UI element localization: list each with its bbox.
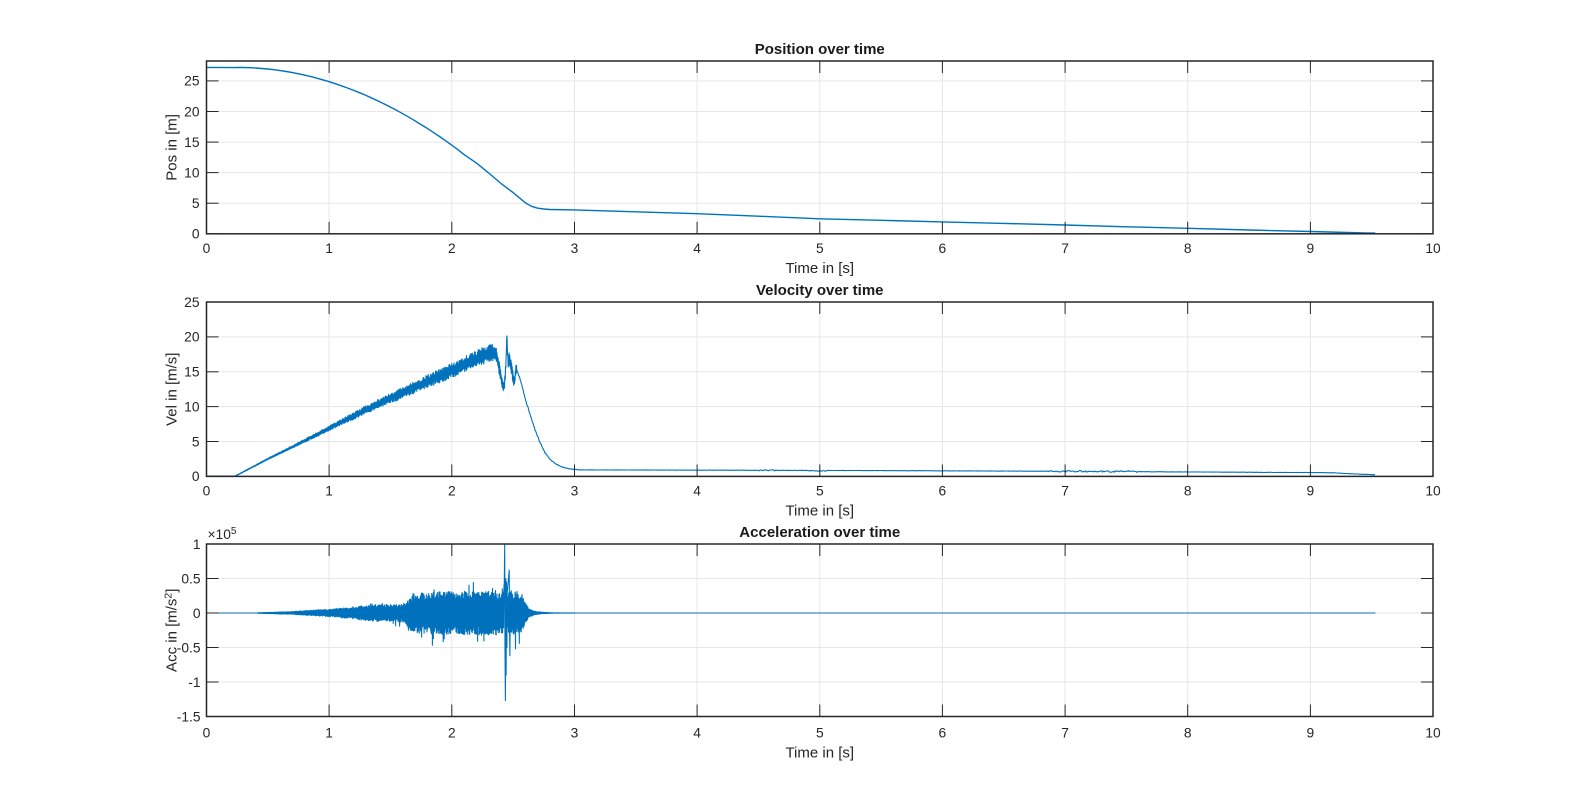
- svg-text:8: 8: [1184, 725, 1192, 740]
- svg-text:0: 0: [203, 241, 211, 256]
- svg-text:3: 3: [571, 484, 579, 499]
- svg-text:15: 15: [184, 365, 200, 380]
- svg-text:0: 0: [203, 725, 211, 740]
- svg-text:Position over time: Position over time: [755, 41, 885, 58]
- svg-text:-1: -1: [188, 675, 200, 690]
- svg-text:0: 0: [192, 227, 200, 242]
- svg-text:0: 0: [192, 469, 200, 484]
- svg-text:Time in [s]: Time in [s]: [785, 744, 854, 761]
- svg-text:10: 10: [1425, 241, 1441, 256]
- svg-text:1: 1: [193, 537, 201, 552]
- svg-text:8: 8: [1184, 241, 1192, 256]
- svg-text:6: 6: [939, 484, 947, 499]
- svg-text:7: 7: [1061, 484, 1069, 499]
- svg-text:0: 0: [193, 606, 201, 621]
- svg-text:2: 2: [448, 484, 456, 499]
- svg-text:10: 10: [184, 165, 200, 180]
- svg-text:6: 6: [939, 725, 947, 740]
- svg-text:×105: ×105: [208, 526, 237, 542]
- svg-text:2: 2: [448, 725, 456, 740]
- svg-text:20: 20: [184, 330, 200, 345]
- svg-text:Acceleration over time: Acceleration over time: [739, 524, 900, 541]
- svg-text:9: 9: [1307, 725, 1315, 740]
- svg-text:20: 20: [184, 104, 200, 119]
- svg-text:2: 2: [448, 241, 456, 256]
- svg-text:5: 5: [192, 196, 200, 211]
- svg-text:1: 1: [325, 241, 333, 256]
- svg-text:4: 4: [693, 484, 701, 499]
- svg-text:-1.5: -1.5: [177, 709, 201, 724]
- svg-text:7: 7: [1061, 725, 1069, 740]
- svg-text:10: 10: [1425, 484, 1441, 499]
- svg-text:-0.5: -0.5: [177, 640, 201, 655]
- svg-text:1: 1: [325, 484, 333, 499]
- svg-text:1: 1: [325, 725, 333, 740]
- svg-text:4: 4: [693, 241, 701, 256]
- svg-text:5: 5: [816, 484, 824, 499]
- svg-text:3: 3: [571, 241, 579, 256]
- svg-text:5: 5: [192, 434, 200, 449]
- svg-text:7: 7: [1061, 241, 1069, 256]
- svg-text:Acc in [m/s2]: Acc in [m/s2]: [162, 589, 180, 672]
- svg-text:10: 10: [184, 399, 200, 414]
- svg-text:Time in [s]: Time in [s]: [785, 260, 854, 277]
- svg-text:Pos in [m]: Pos in [m]: [163, 114, 180, 181]
- svg-text:5: 5: [816, 241, 824, 256]
- svg-text:25: 25: [184, 74, 200, 89]
- svg-text:25: 25: [184, 295, 200, 310]
- svg-text:0: 0: [203, 484, 211, 499]
- svg-text:4: 4: [693, 725, 701, 740]
- svg-text:9: 9: [1307, 484, 1315, 499]
- svg-text:8: 8: [1184, 484, 1192, 499]
- svg-text:10: 10: [1425, 725, 1441, 740]
- svg-text:Vel in [m/s]: Vel in [m/s]: [163, 353, 180, 426]
- svg-text:15: 15: [184, 135, 200, 150]
- svg-text:Velocity over time: Velocity over time: [756, 282, 884, 299]
- svg-text:6: 6: [939, 241, 947, 256]
- svg-text:Time in [s]: Time in [s]: [785, 503, 854, 520]
- svg-text:9: 9: [1307, 241, 1315, 256]
- svg-text:0.5: 0.5: [181, 571, 201, 586]
- svg-text:5: 5: [816, 725, 824, 740]
- svg-text:3: 3: [571, 725, 579, 740]
